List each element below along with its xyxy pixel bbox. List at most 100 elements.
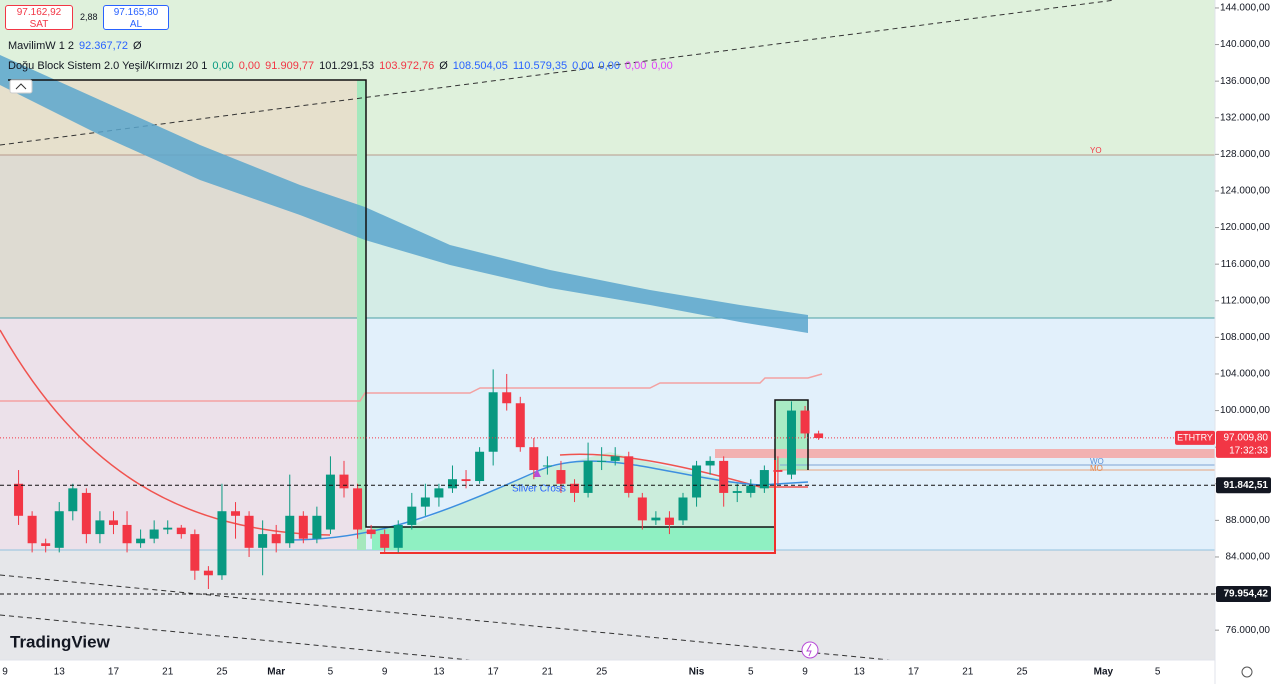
y-tick-label: 132.000,00 bbox=[1220, 112, 1270, 123]
candle-body bbox=[814, 433, 824, 439]
sell-label: SAT bbox=[29, 19, 49, 30]
candle-body bbox=[393, 524, 403, 548]
candle-body bbox=[41, 543, 51, 546]
y-tick-label: 144.000,00 bbox=[1220, 3, 1270, 14]
candle-body bbox=[624, 456, 634, 493]
candle-body bbox=[95, 520, 105, 535]
candle-body bbox=[461, 479, 471, 482]
x-tick-label: 21 bbox=[962, 667, 974, 678]
symbol-label: ETHTRY bbox=[1177, 432, 1213, 442]
candle-body bbox=[190, 534, 200, 571]
x-tick-label: 9 bbox=[382, 667, 388, 678]
settings-icon[interactable] bbox=[1241, 666, 1253, 678]
y-tick-label: 88.000,00 bbox=[1226, 515, 1271, 526]
candle-body bbox=[122, 524, 132, 544]
buy-label: AL bbox=[129, 19, 143, 30]
annotation: YO bbox=[1090, 146, 1102, 155]
background-zones bbox=[0, 0, 1215, 660]
candle-body bbox=[583, 460, 593, 493]
candle-body bbox=[407, 506, 417, 525]
candle-body bbox=[705, 460, 715, 466]
price-label: 79.954,42 bbox=[1224, 589, 1269, 600]
candle-body bbox=[312, 515, 322, 539]
countdown: 17:32:33 bbox=[1229, 446, 1268, 457]
indicator-value: 0,00 bbox=[212, 60, 234, 72]
y-tick-label: 84.000,00 bbox=[1226, 552, 1271, 563]
candle-body bbox=[27, 515, 37, 544]
candle-body bbox=[529, 447, 539, 471]
candle-body bbox=[692, 465, 702, 498]
sell-button[interactable]: 97.162,92 SAT bbox=[5, 5, 73, 30]
indicator-value: 0,00 bbox=[598, 60, 620, 72]
y-tick-label: 100.000,00 bbox=[1220, 405, 1270, 416]
x-tick-label: 5 bbox=[748, 667, 754, 678]
indicator-value: 103.972,76 bbox=[379, 60, 435, 72]
annotation: WO bbox=[1090, 457, 1104, 466]
candle-body bbox=[353, 488, 363, 530]
x-tick-label: 17 bbox=[488, 667, 500, 678]
x-tick-label: 13 bbox=[854, 667, 866, 678]
candle-body bbox=[163, 527, 173, 530]
candle-body bbox=[610, 456, 620, 461]
candle-body bbox=[475, 451, 485, 482]
buy-price: 97.165,80 bbox=[113, 7, 159, 18]
x-tick-label: 17 bbox=[108, 667, 120, 678]
price-axis bbox=[1215, 0, 1280, 684]
y-tick-label: 140.000,00 bbox=[1220, 39, 1270, 50]
candle-body bbox=[556, 470, 566, 484]
candle-body bbox=[719, 460, 729, 493]
candle-body bbox=[420, 497, 430, 507]
x-tick-label: 25 bbox=[596, 667, 608, 678]
candle-body bbox=[325, 474, 335, 530]
x-tick-label: 5 bbox=[328, 667, 334, 678]
candle-body bbox=[759, 470, 769, 489]
y-tick-label: 116.000,00 bbox=[1221, 259, 1271, 270]
candle-body bbox=[380, 534, 390, 548]
time-axis bbox=[0, 660, 1215, 684]
y-tick-label: 108.000,00 bbox=[1220, 332, 1270, 343]
indicator-value: 0,00 bbox=[238, 60, 261, 72]
x-tick-label: 21 bbox=[542, 667, 554, 678]
candles bbox=[14, 369, 824, 589]
indicator-value: Ø bbox=[132, 40, 142, 52]
indicator-row: Doğu Block Sistem 2.0 Yeşil/Kırmızı 20 1… bbox=[8, 60, 673, 72]
candle-body bbox=[447, 479, 457, 489]
y-tick-label: 112.000,00 bbox=[1221, 295, 1271, 306]
indicator-value: 92.367,72 bbox=[79, 40, 128, 52]
x-tick-label: 9 bbox=[2, 667, 8, 678]
indicator-value: 101.291,53 bbox=[319, 60, 375, 72]
candle-body bbox=[285, 515, 295, 544]
candle-body bbox=[773, 470, 783, 472]
indicator-value: 0,00 bbox=[572, 60, 594, 72]
x-tick-label: Mar bbox=[267, 667, 285, 678]
y-tick-label: 76.000,00 bbox=[1226, 625, 1271, 636]
x-tick-label: 17 bbox=[908, 667, 920, 678]
branding: TradingView bbox=[10, 632, 111, 651]
candle-body bbox=[664, 517, 674, 525]
x-tick-label: 13 bbox=[433, 667, 445, 678]
candle-body bbox=[502, 392, 512, 404]
x-tick-label: May bbox=[1094, 667, 1114, 678]
x-tick-label: 21 bbox=[162, 667, 174, 678]
candle-body bbox=[786, 410, 796, 475]
candle-body bbox=[258, 534, 268, 548]
indicator-value: 0,00 bbox=[651, 60, 673, 72]
candle-body bbox=[176, 527, 186, 535]
symbol-bg bbox=[1175, 430, 1215, 445]
indicator-row: MavilimW 1 2 92.367,72 Ø bbox=[8, 40, 142, 52]
sell-price: 97.162,92 bbox=[16, 7, 62, 18]
candle-body bbox=[231, 511, 241, 516]
candle-body bbox=[14, 483, 24, 516]
candle-body bbox=[488, 392, 498, 452]
x-tick-label: 5 bbox=[1155, 667, 1161, 678]
candle-body bbox=[570, 483, 580, 493]
candle-body bbox=[149, 529, 159, 539]
x-tick-label: 13 bbox=[54, 667, 66, 678]
buy-button[interactable]: 97.165,80 AL bbox=[103, 5, 169, 30]
y-tick-label: 124.000,00 bbox=[1220, 186, 1270, 197]
candle-body bbox=[203, 570, 213, 576]
indicator-value: 108.504,05 bbox=[452, 60, 508, 72]
indicator-name: Doğu Block Sistem 2.0 Yeşil/Kırmızı 20 1 bbox=[8, 60, 208, 72]
price-label-bg bbox=[1216, 477, 1271, 494]
